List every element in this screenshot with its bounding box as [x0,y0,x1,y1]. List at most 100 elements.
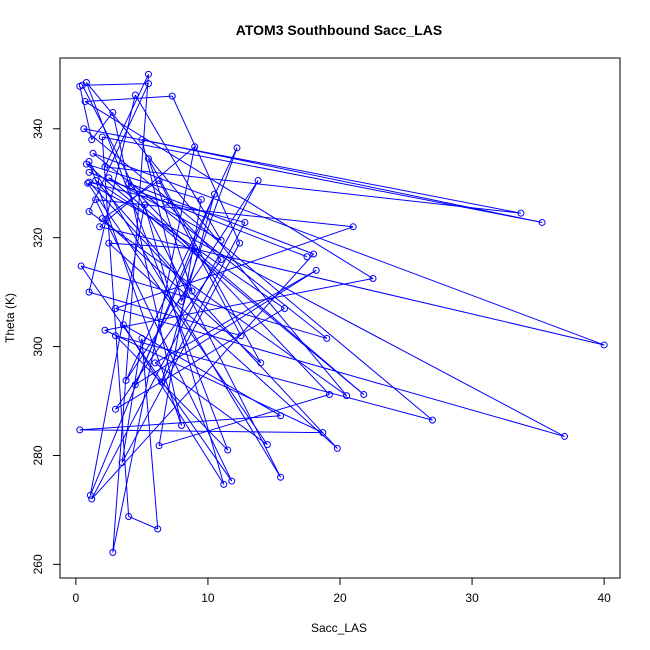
data-point [217,255,225,263]
series-segment [158,180,242,336]
y-axis: 260 280 300 320 340 [31,118,61,574]
data-point [517,209,525,217]
series-segment [85,82,229,451]
data-point [191,143,199,151]
data-point [105,174,113,182]
series-segment [88,94,136,293]
data-point [303,253,311,261]
series-segment [128,516,158,530]
series-segment [128,182,330,395]
series-segment [154,362,268,446]
data-point [155,442,163,450]
data-point [144,80,152,88]
data-point [138,334,146,342]
series-segment [88,181,338,449]
data-point [101,163,109,171]
data-point [277,473,285,481]
x-tick-label: 10 [201,591,215,605]
series-segment [88,291,242,337]
data-point [281,304,289,312]
series-segment [141,139,543,223]
data-point [125,512,133,520]
data-point [237,332,245,340]
data-point [277,412,285,420]
series-segment [91,180,259,500]
data-point [217,236,225,244]
data-point [85,288,93,296]
series-segment [101,180,160,220]
data-point [191,245,199,253]
series-segment [86,163,365,395]
series-segment [161,193,216,383]
data-point [233,144,241,152]
series-segment [101,218,262,364]
data-point [89,149,97,157]
data-point [82,160,90,168]
series-segment [141,139,182,302]
series-segment [92,152,605,346]
series-segment [87,182,268,445]
x-tick-label: 20 [333,591,347,605]
x-axis-label: Sacc_LAS [311,621,367,635]
data-point [109,108,117,116]
data-point [109,548,117,556]
data-point [158,378,166,386]
data-point [86,491,94,499]
data-point [178,422,186,430]
data-point [96,223,104,231]
series-segment [134,94,222,241]
data-point [236,239,244,247]
y-tick-label: 300 [31,336,45,356]
data-point [211,190,219,198]
data-point [77,262,85,270]
series-segment [80,265,327,339]
series-segment [87,182,565,437]
data-point [98,215,106,223]
series-segment [95,199,354,228]
series-segment [108,177,365,395]
data-point [168,92,176,100]
series-segment [108,242,195,250]
y-tick-label: 320 [31,227,45,247]
series-segment [91,253,314,500]
data-point [323,334,331,342]
series-segment [80,265,233,482]
y-axis-label: Theta (K) [3,293,17,343]
series-segment [84,101,374,279]
data-point [188,287,196,295]
data-point [312,266,320,274]
series-segment [158,394,330,447]
series-segment [104,278,374,331]
data-point [360,391,368,399]
data-point [111,304,119,312]
data-point [111,405,119,413]
y-tick-label: 340 [31,118,45,138]
data-point [343,392,351,400]
data-point [241,218,249,226]
data-point [88,495,96,503]
series-segment [125,147,238,381]
data-point [88,136,96,144]
data-point [600,341,608,349]
data-point [178,297,186,305]
series-segment [95,180,193,292]
series-segment [128,182,314,255]
series-points [76,70,608,556]
series-segment [165,201,222,260]
data-point [538,218,546,226]
data-point [138,136,146,144]
series-segment [79,86,93,140]
data-point [85,178,93,186]
series-segment [104,166,521,214]
data-point [111,332,119,340]
data-point [81,98,89,106]
series-segment [115,226,354,309]
data-point [125,179,133,187]
data-point [224,446,232,454]
chart-title: ATOM3 Southbound Sacc_LAS [236,22,442,38]
data-point [151,359,159,367]
series-segment [108,242,338,449]
series-segment [121,338,143,463]
data-point [84,179,92,187]
x-tick-label: 40 [597,591,611,605]
